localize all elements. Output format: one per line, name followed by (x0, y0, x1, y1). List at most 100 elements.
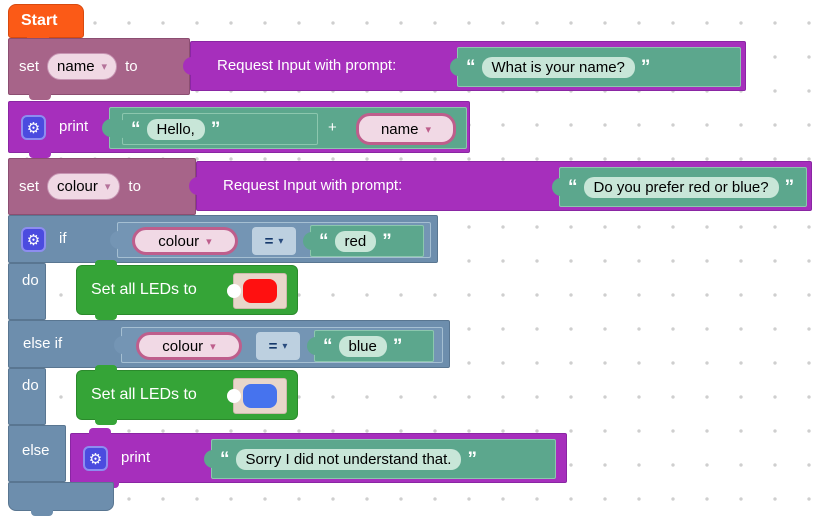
blue-colour-swatch[interactable] (243, 384, 277, 408)
puzzle-tab (189, 177, 198, 195)
string-text-field[interactable]: What is your name? (481, 56, 635, 78)
close-quote-icon: ” (784, 176, 795, 198)
block-connector (31, 509, 53, 516)
colour-value-holder[interactable] (227, 273, 287, 309)
print-block-1[interactable]: ⚙ print “ Hello, ” + name ▾ (8, 101, 470, 158)
string-block-hello[interactable]: “ Hello, ” (115, 113, 318, 145)
comparison-block-blue[interactable]: colour ▾ = ▾ “ blue ” (114, 327, 443, 363)
start-label: Start (21, 12, 58, 29)
puzzle-tab (114, 336, 123, 354)
do-keyword: do (22, 377, 39, 394)
close-quote-icon: ” (467, 448, 477, 470)
close-quote-icon: ” (640, 56, 651, 78)
plus-operator: + (328, 119, 337, 136)
text-join-block[interactable]: “ Hello, ” + name ▾ (102, 107, 467, 149)
colour-variable-block[interactable]: colour ▾ (132, 227, 238, 255)
dropdown-arrow-icon: ▾ (282, 340, 288, 352)
string-block-sorry[interactable]: “ Sorry I did not understand that. ” (204, 439, 556, 479)
if-keyword: if (59, 230, 67, 247)
block-connector (95, 417, 117, 425)
variable-name-text: name (57, 58, 95, 75)
string-text-field[interactable]: red (334, 230, 377, 252)
open-quote-icon: “ (466, 56, 476, 78)
variable-name-text: colour (158, 232, 200, 250)
colour-variable-dropdown[interactable]: colour ▾ (47, 173, 121, 200)
set-leds-block-blue[interactable]: Set all LEDs to (76, 365, 298, 425)
set-keyword: set (19, 178, 40, 195)
name-variable-block[interactable]: name ▾ (356, 113, 456, 145)
puzzle-tab (204, 450, 213, 468)
string-text-field[interactable]: Sorry I did not understand that. (235, 448, 462, 470)
puzzle-tab (552, 178, 561, 196)
close-quote-icon: ” (382, 230, 392, 252)
if-do-spine[interactable]: do (8, 263, 46, 320)
dropdown-arrow-icon: ▾ (278, 235, 284, 247)
red-colour-swatch[interactable] (243, 279, 277, 303)
print-label: print (121, 449, 151, 466)
if-else-spine[interactable]: else (8, 425, 66, 482)
set-leds-label: Set all LEDs to (91, 281, 197, 298)
request-input-block-2[interactable]: Request Input with prompt: “ Do you pref… (189, 161, 812, 211)
open-quote-icon: “ (220, 448, 230, 470)
request-input-label: Request Input with prompt: (223, 177, 403, 194)
print-block-2[interactable]: ⚙ print “ Sorry I did not understand tha… (70, 428, 567, 488)
string-block-colour-prompt[interactable]: “ Do you prefer red or blue? ” (552, 167, 807, 207)
else-if-block-header[interactable]: else if colour ▾ = ▾ “ blue ” (8, 320, 450, 368)
string-block-blue[interactable]: “ blue ” (307, 330, 434, 362)
close-quote-icon: ” (210, 118, 221, 140)
block-connector (29, 92, 51, 100)
gear-glyph: ⚙ (88, 450, 103, 468)
puzzle-tab (110, 231, 119, 249)
set-leds-block-red[interactable]: Set all LEDs to (76, 260, 298, 320)
block-connector (95, 365, 117, 372)
puzzle-tab (307, 337, 316, 355)
block-connector (95, 260, 117, 267)
close-quote-icon: ” (392, 335, 403, 357)
dropdown-arrow-icon: ▾ (425, 123, 432, 136)
request-input-block-1[interactable]: Request Input with prompt: “ What is you… (183, 41, 746, 91)
dropdown-arrow-icon: ▾ (104, 181, 111, 193)
set-name-block[interactable]: set name ▾ to (8, 38, 190, 100)
name-variable-dropdown[interactable]: name ▾ (47, 53, 118, 80)
if-do-spine[interactable]: do (8, 368, 46, 425)
equals-operator-dropdown[interactable]: = ▾ (252, 227, 296, 255)
start-block[interactable]: Start (8, 4, 84, 43)
to-keyword: to (128, 178, 141, 195)
block-connector (95, 312, 117, 320)
if-block-header[interactable]: ⚙ if colour ▾ = ▾ “ red ” (8, 215, 438, 263)
open-quote-icon: “ (323, 335, 333, 357)
string-block-red[interactable]: “ red ” (303, 225, 424, 257)
gear-mutator-icon[interactable]: ⚙ (21, 115, 46, 140)
print-label: print (59, 118, 89, 135)
set-colour-block[interactable]: set colour ▾ to (8, 158, 196, 215)
puzzle-tab (102, 119, 111, 137)
if-block-foot[interactable] (8, 482, 114, 516)
else-if-keyword: else if (23, 335, 63, 352)
string-text-field[interactable]: Do you prefer red or blue? (583, 176, 779, 198)
open-quote-icon: “ (131, 118, 141, 140)
equals-operator-dropdown[interactable]: = ▾ (256, 332, 300, 360)
open-quote-icon: “ (319, 230, 329, 252)
set-leds-label: Set all LEDs to (91, 386, 197, 403)
colour-variable-block[interactable]: colour ▾ (136, 332, 242, 360)
gear-mutator-icon[interactable]: ⚙ (83, 446, 108, 471)
request-input-label: Request Input with prompt: (217, 57, 397, 74)
gear-mutator-icon[interactable]: ⚙ (21, 227, 46, 252)
string-text-field[interactable]: Hello, (146, 118, 205, 140)
variable-name-text: name (380, 120, 419, 138)
puzzle-socket (227, 389, 241, 403)
string-text-field[interactable]: blue (338, 335, 387, 357)
puzzle-tab (303, 232, 312, 250)
puzzle-tab (450, 58, 459, 76)
block-connector (89, 428, 111, 435)
dropdown-arrow-icon: ▾ (101, 61, 108, 73)
colour-value-holder[interactable] (227, 378, 287, 414)
gear-glyph: ⚙ (26, 119, 41, 137)
to-keyword: to (125, 58, 138, 75)
variable-name-text: colour (57, 178, 98, 195)
string-block-name-prompt[interactable]: “ What is your name? ” (450, 47, 741, 87)
gear-glyph: ⚙ (26, 231, 41, 249)
block-connector (29, 150, 51, 158)
comparison-block-red[interactable]: colour ▾ = ▾ “ red ” (110, 222, 431, 258)
